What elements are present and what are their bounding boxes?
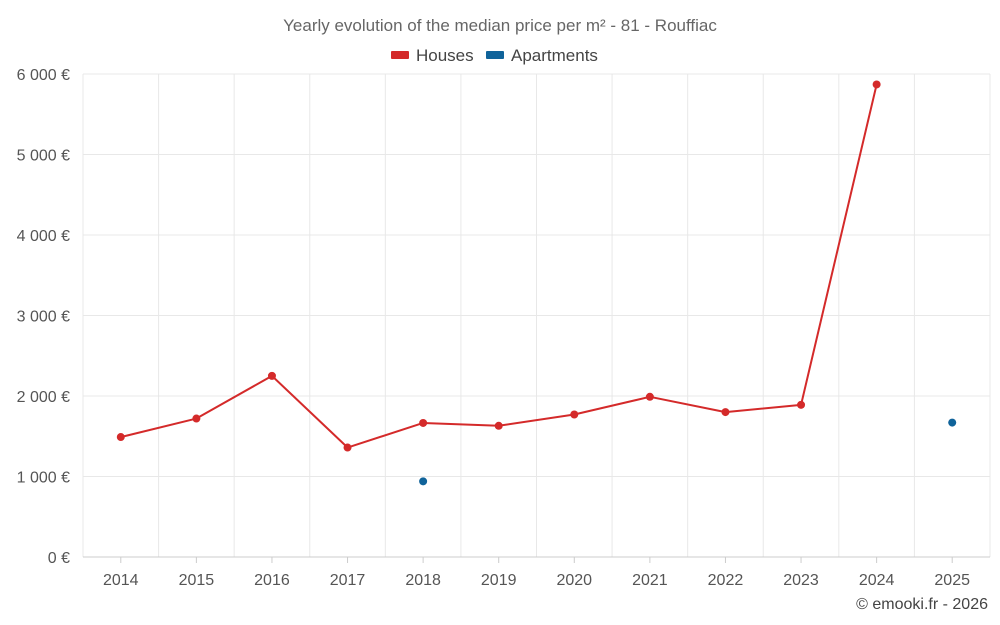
houses-line-segment (270, 374, 349, 449)
houses-point-2020 (570, 410, 579, 419)
houses-point-2019 (494, 421, 503, 430)
legend-swatch-apartments (486, 51, 504, 59)
series-houses (116, 80, 881, 452)
houses-point-2018 (419, 418, 428, 427)
x-tick-label: 2017 (330, 572, 366, 589)
houses-line-segment (648, 395, 727, 414)
houses-line-segment (800, 83, 878, 406)
houses-point-2023 (797, 400, 806, 409)
apartments-point-2018 (419, 477, 428, 486)
x-tick-label: 2025 (934, 572, 970, 589)
x-tick-label: 2014 (103, 572, 139, 589)
x-tick-label: 2019 (481, 572, 517, 589)
houses-line-segment (119, 417, 198, 439)
y-tick-label: 0 € (48, 550, 70, 567)
y-tick-label: 6 000 € (17, 67, 70, 84)
houses-point-2016 (267, 371, 276, 380)
series-apartments (419, 418, 957, 486)
chart-series (116, 80, 957, 486)
legend-swatch-houses (391, 51, 409, 59)
y-tick-label: 2 000 € (17, 389, 70, 406)
legend-label-apartments[interactable]: Apartments (511, 46, 598, 65)
houses-point-2015 (192, 414, 201, 423)
houses-point-2017 (343, 443, 352, 452)
houses-point-2021 (645, 392, 654, 401)
y-tick-label: 1 000 € (17, 470, 70, 487)
houses-line-segment (346, 421, 425, 449)
x-tick-label: 2022 (708, 572, 744, 589)
x-tick-label: 2024 (859, 572, 895, 589)
x-tick-label: 2020 (556, 572, 592, 589)
x-tick-label: 2015 (179, 572, 215, 589)
houses-point-2022 (721, 408, 730, 417)
houses-point-2014 (116, 433, 125, 442)
houses-line-segment (497, 413, 576, 427)
houses-line-segment (724, 403, 803, 414)
houses-line-segment (195, 374, 273, 420)
y-tick-label: 5 000 € (17, 148, 70, 165)
apartments-point-2025 (948, 418, 957, 427)
x-axis: 2014 2015 2016 2017 2018 2019 2020 2021 2022 2023… (83, 556, 990, 589)
chart-title: Yearly evolution of the median price per… (283, 16, 717, 35)
grid-lines (82, 73, 991, 557)
houses-line-segment (573, 395, 651, 416)
x-tick-label: 2021 (632, 572, 668, 589)
chart-credit: © emooki.fr - 2026 (856, 596, 988, 613)
x-tick-label: 2018 (405, 572, 441, 589)
houses-point-2024 (872, 80, 881, 89)
y-tick-label: 4 000 € (17, 228, 70, 245)
x-tick-label: 2023 (783, 572, 819, 589)
x-tick-label: 2016 (254, 572, 290, 589)
chart-legend: Houses Apartments (391, 46, 598, 65)
houses-line-segment (422, 421, 500, 427)
y-axis: 0 € 1 000 € 2 000 € 3 000 € 4 000 € 5 000 € 6 … (17, 67, 70, 567)
legend-label-houses[interactable]: Houses (416, 46, 474, 65)
y-tick-label: 3 000 € (17, 309, 70, 326)
